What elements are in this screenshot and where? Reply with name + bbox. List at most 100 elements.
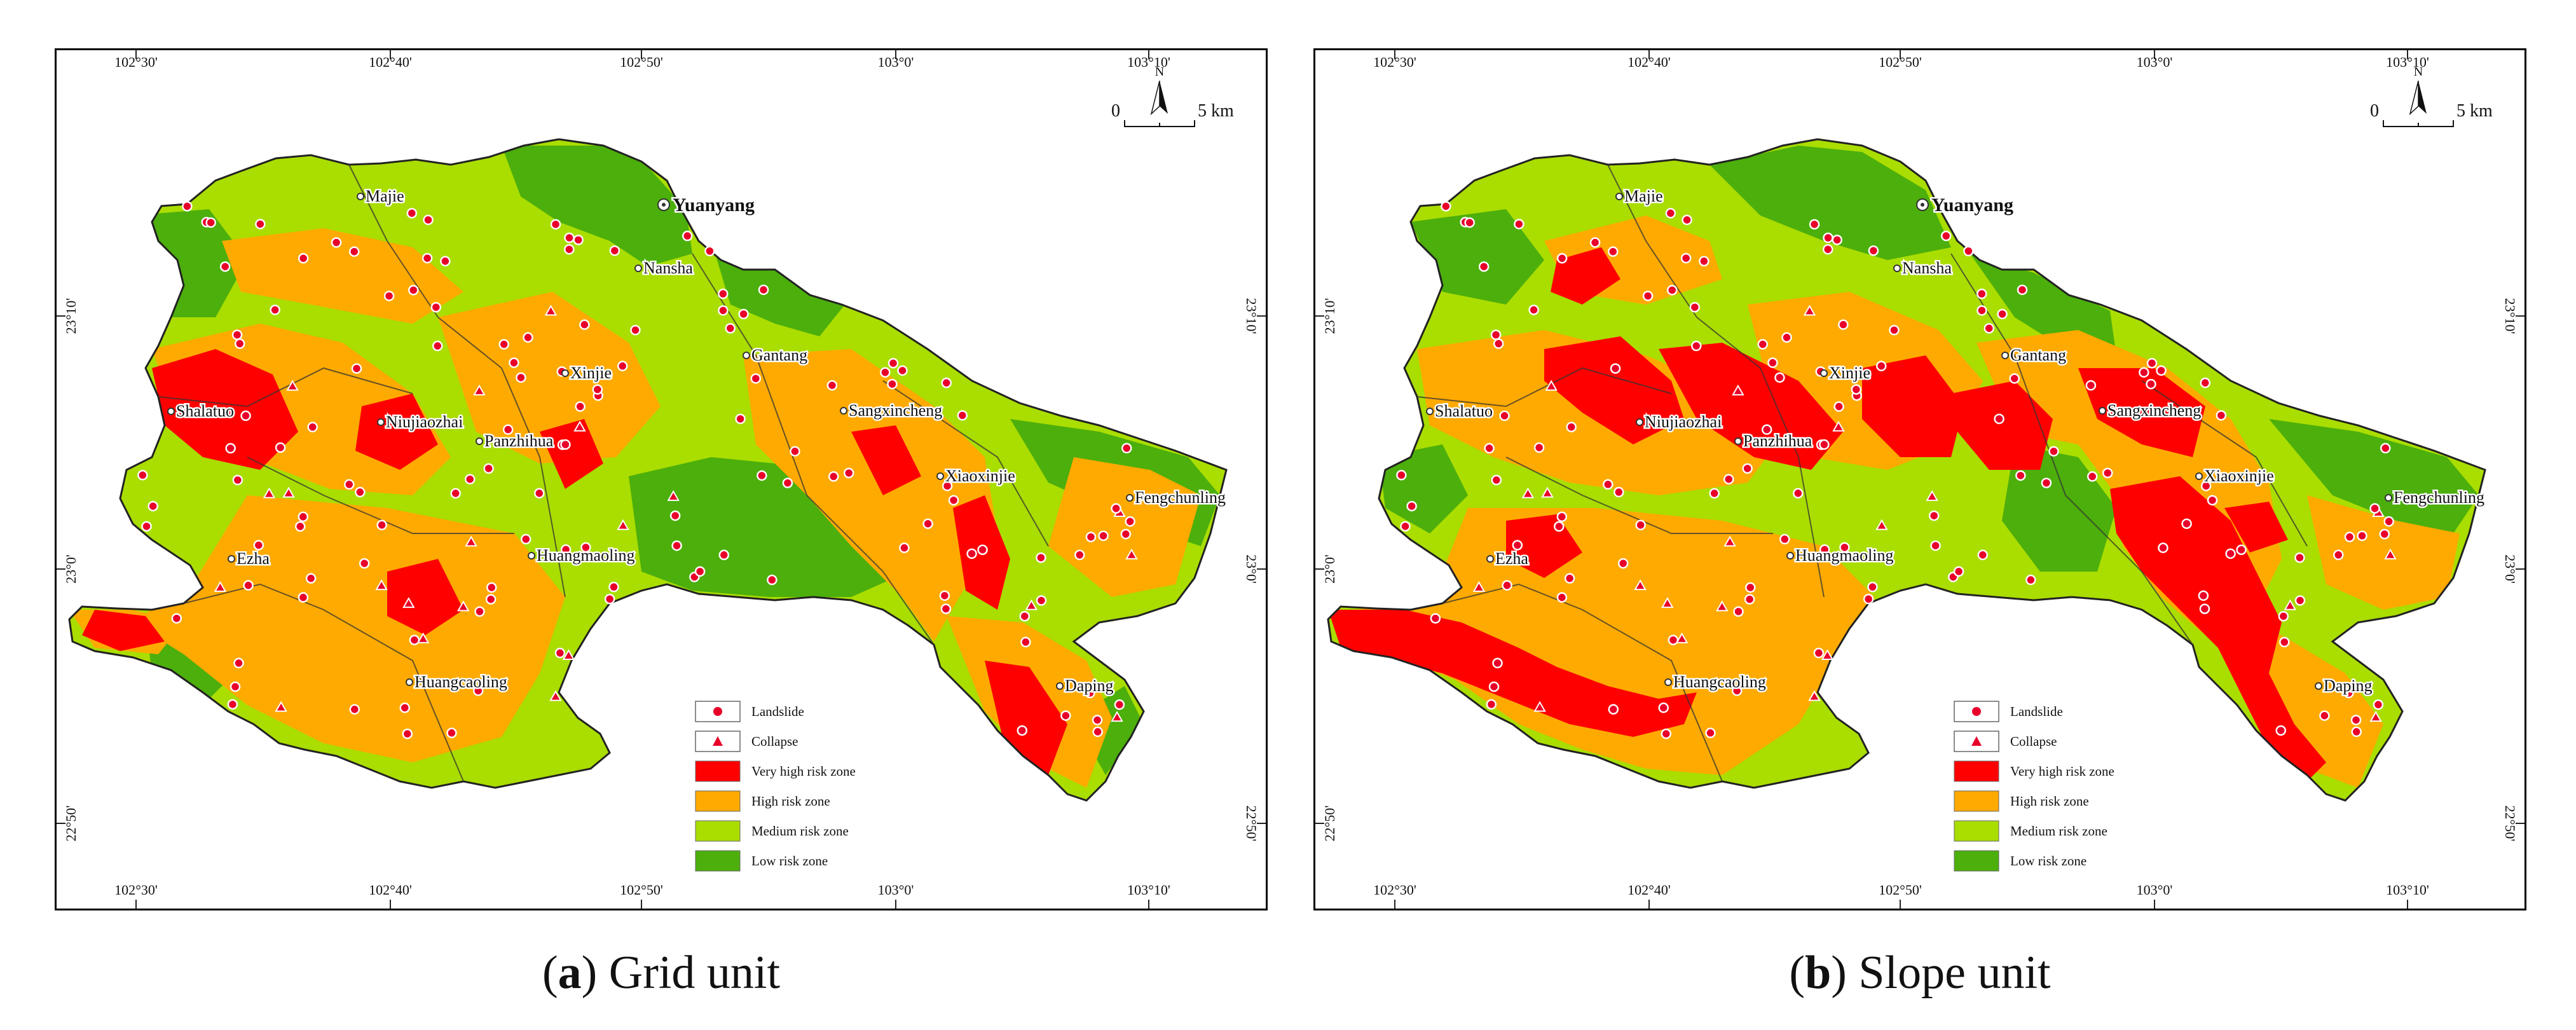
landslide-point <box>2294 595 2306 606</box>
landslide-point <box>446 727 457 739</box>
collapse-point <box>1675 632 1689 643</box>
collapse-point <box>544 305 558 316</box>
collapse-point <box>214 580 227 592</box>
town-labels: Majie Nansha Xinjie Gantang Shalatuo Niujiaoz… <box>1426 186 2486 697</box>
landslide-point <box>1731 685 1743 696</box>
scale-bar: 0 5 km <box>2370 101 2493 127</box>
landslide-point <box>147 500 158 512</box>
landslide-point <box>1963 245 1974 257</box>
landslide-point <box>1019 610 1031 622</box>
landslide-point <box>270 305 280 315</box>
landslide-point <box>2343 687 2354 699</box>
landslide-point <box>564 232 575 244</box>
tick-label-right: 22°50' <box>2502 806 2518 842</box>
landslide-point <box>887 378 898 390</box>
map-slope-unit: 102°30' 102°40' 102°50' 103°0' 103°10' 102°30… <box>1315 50 2525 909</box>
landslide-point <box>344 479 355 490</box>
landslide-point <box>682 230 693 242</box>
town-marker <box>1056 682 1064 690</box>
collapse-point <box>562 649 575 661</box>
landslide-point <box>2278 610 2289 622</box>
town-label: Niujiaozhai <box>1645 413 1722 431</box>
tick-label-top: 102°40' <box>1627 54 1671 70</box>
landslide-point <box>1867 581 1878 593</box>
legend: Landslide Collapse Very high risk zone High… <box>695 701 856 872</box>
landslide-point <box>472 685 484 696</box>
township-boundaries <box>1416 164 2308 782</box>
svg-text:0: 0 <box>1111 101 1120 121</box>
town-label: Nansha <box>1902 259 1952 277</box>
landslide-point <box>240 410 251 422</box>
collapse-point <box>1541 486 1554 498</box>
town-marker <box>634 264 642 272</box>
tick-label-bottom: 102°50' <box>620 882 663 898</box>
tick-label-bottom: 102°40' <box>1627 882 1671 898</box>
town-labels: Majie Nansha Xinjie Gantang Shalatuo Niujiaoz… <box>167 186 1228 697</box>
landslide-point <box>421 252 433 264</box>
landslide-point <box>1396 470 1407 481</box>
map-panel-grid-unit: 102°30' 102°40' 102°50' 103°0' 103°10' 102°30… <box>55 48 1268 910</box>
landslide-point <box>941 377 952 388</box>
landslide-point <box>1940 230 1952 242</box>
landslide-point <box>939 590 950 601</box>
town-marker <box>2001 352 2009 359</box>
landslide-point <box>1889 324 1900 336</box>
landslide-point <box>1092 726 1103 738</box>
landslide-point <box>486 582 497 593</box>
landslide-point <box>966 548 977 560</box>
landslide-point <box>1863 593 1874 605</box>
landslide-point <box>376 519 387 531</box>
town-marker <box>2315 682 2322 690</box>
tick-label-bottom: 103°0' <box>878 882 914 898</box>
landslide-point <box>298 511 309 523</box>
town-label: Huangmaoling <box>537 546 635 565</box>
landslide-point <box>1823 232 1833 244</box>
hazard-points <box>137 201 1138 739</box>
tick-label-left: 22°50' <box>63 806 79 842</box>
tick-label-bottom: 103°0' <box>2137 882 2173 898</box>
landslide-point <box>1036 552 1046 563</box>
landslide-point <box>331 237 342 248</box>
svg-text:N: N <box>2414 65 2423 79</box>
landslide-point <box>725 323 736 334</box>
town-marker <box>840 407 847 415</box>
landslide-point <box>575 401 586 412</box>
tick-label-right: 23°0' <box>1243 554 1259 584</box>
landslide-point <box>255 219 266 230</box>
collapse-point <box>465 535 477 547</box>
tick-label-left: 23°0' <box>1322 554 1338 584</box>
legend-label: High risk zone <box>2010 793 2089 809</box>
landslide-point <box>1680 252 1692 264</box>
town-marker <box>2195 472 2203 480</box>
landslide-point <box>579 319 590 330</box>
svg-text:N: N <box>1155 65 1164 79</box>
collapse-point <box>473 384 486 395</box>
collapse-point <box>573 420 586 432</box>
landslide-point <box>1036 595 1047 606</box>
town-marker <box>406 678 413 686</box>
landslide-point <box>2198 590 2209 601</box>
landslide-point <box>573 235 584 245</box>
collapse-point <box>1111 711 1123 722</box>
tick-label-bottom: 102°30' <box>114 882 158 898</box>
town-label: Huangmaoling <box>1795 546 1894 565</box>
legend-label: Low risk zone <box>751 853 828 869</box>
collapse-point <box>1803 305 1816 316</box>
town-label: Huangcaoling <box>414 673 507 691</box>
landslide-point <box>843 467 854 479</box>
tick-label-top: 102°30' <box>1373 54 1416 70</box>
town-label: Panzhihua <box>484 432 554 450</box>
town-marker <box>167 408 175 415</box>
landslide-point <box>2344 532 2355 542</box>
landslide-point <box>1705 727 1716 739</box>
landslide-point <box>1610 363 1621 374</box>
landslide-point <box>1478 261 1490 272</box>
landslide-point <box>1607 246 1619 257</box>
landslide-point <box>2380 443 2391 454</box>
landslide-point <box>2279 636 2290 648</box>
landslide-point <box>977 544 988 555</box>
landslide-point <box>880 367 891 378</box>
legend-label: Collapse <box>2010 734 2057 749</box>
collapse-point <box>375 579 388 591</box>
collapse-point <box>1723 535 1736 547</box>
